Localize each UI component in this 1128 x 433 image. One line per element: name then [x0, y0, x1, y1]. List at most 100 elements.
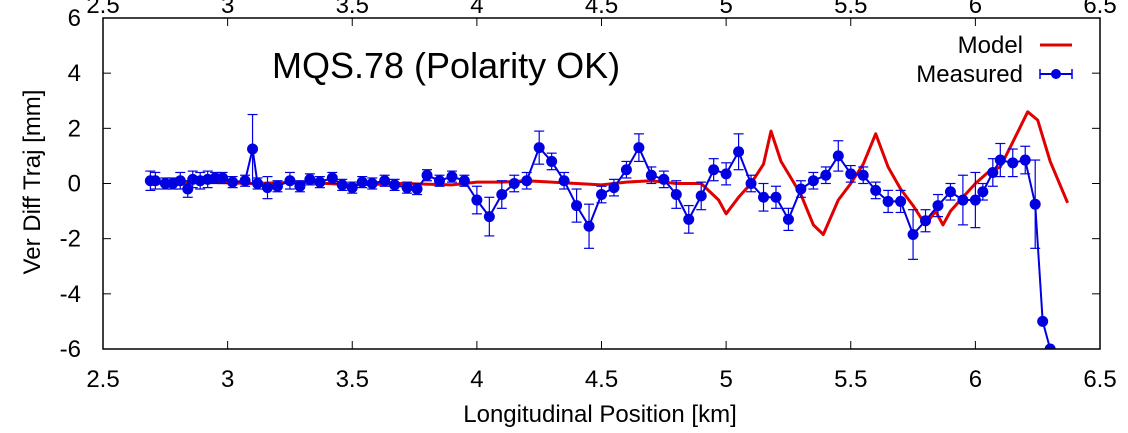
x-axis-title: Longitudinal Position [km]	[463, 401, 737, 428]
measured-point	[658, 173, 670, 185]
measured-point	[1029, 198, 1041, 210]
x-tick-label-top: 3.5	[336, 0, 369, 19]
x-tick-label-top: 5	[719, 0, 732, 19]
measured-point	[583, 220, 595, 232]
x-tick-label-top: 5.5	[834, 0, 867, 19]
y-axis-title: Ver Diff Traj [mm]	[19, 90, 46, 275]
legend: Model Measured	[916, 32, 1073, 88]
measured-point	[446, 171, 458, 183]
measured-point	[247, 143, 259, 155]
measured-point	[733, 146, 745, 158]
measured-point	[558, 175, 570, 187]
measured-point	[944, 186, 956, 198]
measured-point	[695, 190, 707, 202]
x-tick-label-top: 4	[470, 0, 483, 19]
measured-point	[720, 168, 732, 180]
measured-point	[770, 191, 782, 203]
measured-point	[596, 189, 607, 201]
measured-point	[670, 189, 682, 201]
measured-point	[957, 194, 969, 206]
measured-point	[182, 183, 194, 195]
x-tick-label: 2.5	[86, 366, 119, 393]
measured-point	[857, 169, 869, 181]
measured-point	[401, 182, 413, 194]
measured-point	[546, 155, 558, 167]
measured-point	[608, 182, 620, 194]
x-tick-label: 3	[221, 366, 234, 393]
measured-point	[326, 172, 338, 184]
y-tick-label: 0	[68, 171, 81, 198]
measured-point	[508, 178, 520, 189]
measured-point	[174, 175, 186, 187]
measured-point	[745, 178, 757, 189]
x-tick-label-top: 2.5	[86, 0, 119, 19]
measured-point	[782, 213, 794, 225]
measured-point	[217, 172, 229, 184]
measured-point	[389, 179, 401, 191]
measured-point	[870, 184, 882, 196]
measured-point	[758, 191, 770, 203]
measured-point	[533, 142, 545, 154]
measured-point	[895, 195, 907, 207]
y-tick-label: -2	[60, 226, 81, 253]
measured-point	[832, 150, 844, 162]
measured-point	[336, 179, 348, 191]
measured-point	[227, 176, 239, 188]
y-tick-label: 4	[68, 60, 81, 87]
measured-point	[571, 200, 583, 212]
measured-point	[483, 211, 495, 223]
measured-point	[314, 176, 326, 188]
measured-point	[149, 175, 161, 187]
measured-point	[932, 200, 944, 212]
measured-point	[1044, 343, 1056, 349]
measured-point	[1007, 157, 1019, 169]
measured-point	[882, 195, 894, 207]
measured-point	[346, 182, 358, 194]
x-tick-label-top: 6.5	[1083, 0, 1116, 19]
measured-point	[1019, 154, 1031, 166]
measured-point	[284, 175, 296, 187]
measured-point	[994, 154, 1006, 166]
x-tick-label: 3.5	[336, 366, 369, 393]
measured-point	[977, 186, 989, 198]
x-tick-label-top: 4.5	[585, 0, 618, 19]
y-tick-label: -6	[60, 336, 81, 363]
x-tick-label-top: 6	[969, 0, 982, 19]
measured-point	[471, 194, 483, 206]
measured-point	[620, 164, 632, 176]
legend-label-model: Model	[958, 32, 1023, 59]
measured-point	[807, 175, 819, 187]
measured-point	[239, 175, 251, 187]
measured-point	[421, 169, 433, 181]
measured-point	[907, 229, 919, 241]
y-tick-label: -4	[60, 281, 81, 308]
measured-point	[633, 142, 645, 154]
measured-point	[294, 180, 306, 192]
x-tick-label: 6.5	[1083, 366, 1116, 393]
plot-title: MQS.78 (Polarity OK)	[272, 45, 620, 86]
measured-point	[271, 180, 283, 192]
measured-point	[262, 182, 274, 194]
x-axis: 2.5 2.5 3 3 3.5 3.5 4 4 4.5 4.5 5 5 5.5 5.5 6 6 6.5 6.5	[86, 0, 1116, 393]
measured-point	[379, 175, 391, 187]
measured-point	[645, 169, 657, 181]
y-axis: 6 4 2 0 -2 -4 -6	[60, 5, 1100, 363]
model-series	[152, 110, 1069, 236]
measured-point	[411, 183, 423, 195]
y-tick-label: 6	[68, 5, 81, 32]
measured-point	[820, 169, 832, 181]
measured-point	[708, 164, 720, 176]
x-tick-label: 6	[969, 366, 982, 393]
measured-point	[845, 168, 857, 180]
measured-point	[1037, 315, 1049, 327]
measured-point	[920, 215, 932, 227]
measured-point	[795, 183, 807, 195]
measured-point	[969, 194, 981, 206]
legend-label-measured: Measured	[916, 61, 1023, 88]
measured-point	[433, 175, 445, 187]
measured-point	[356, 176, 368, 188]
measured-point	[521, 175, 533, 187]
model-line	[152, 110, 1069, 236]
measured-point	[683, 213, 695, 225]
